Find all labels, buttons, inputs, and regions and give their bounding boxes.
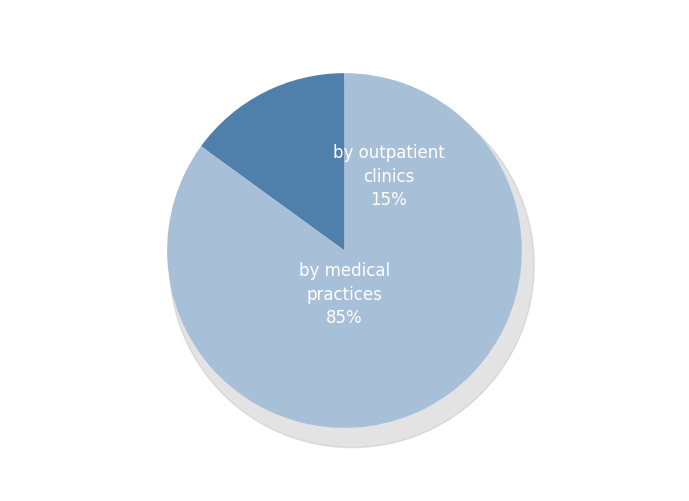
Wedge shape (201, 73, 344, 250)
Ellipse shape (169, 83, 534, 447)
Wedge shape (167, 73, 522, 428)
Text: by outpatient
clinics
15%: by outpatient clinics 15% (333, 144, 444, 209)
Text: by medical
practices
85%: by medical practices 85% (299, 262, 390, 328)
